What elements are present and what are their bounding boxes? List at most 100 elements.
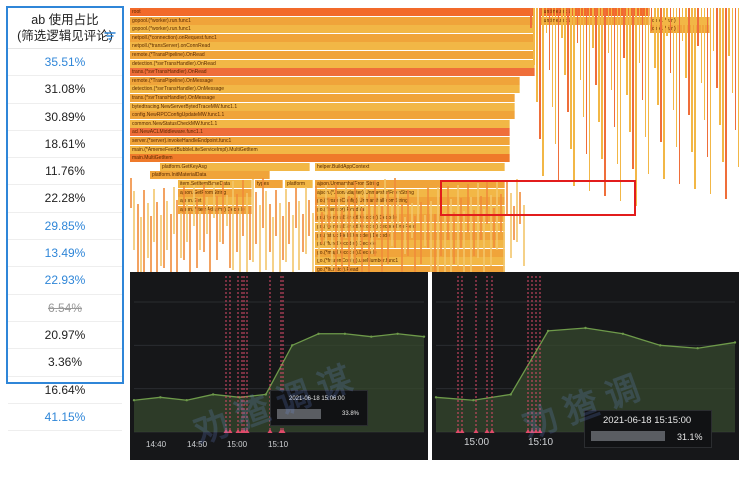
flame-spike xyxy=(387,192,390,264)
annotation-marker-head xyxy=(227,429,233,433)
flame-spike xyxy=(716,8,718,88)
flame-spike xyxy=(731,8,733,93)
table-row: 22.93% xyxy=(8,267,122,295)
flame-frame[interactable]: detection.(*svrTransHandler).OnMessage xyxy=(130,85,520,94)
flame-spike xyxy=(265,191,268,270)
metrics-chart-left: 14:40 14:50 15:00 15:10 2021-06-18 15:06… xyxy=(130,272,428,460)
flame-spike xyxy=(479,196,482,240)
flame-frame[interactable]: server.(*server).invokeHandleEndpoint.fu… xyxy=(130,137,510,145)
flame-spike xyxy=(275,190,278,236)
flame-spike xyxy=(285,189,288,262)
data-point xyxy=(546,329,550,333)
table-row: 20.97% xyxy=(8,322,122,350)
flame-spike xyxy=(466,184,469,232)
flame-frame[interactable]: netpoll.(*transServer).onConnRead xyxy=(130,42,535,51)
flame-spike xyxy=(196,198,198,268)
flame-spike xyxy=(202,184,205,252)
flame-spike xyxy=(159,215,162,266)
flame-spike xyxy=(268,204,271,252)
flame-spike xyxy=(192,185,195,226)
flame-frame[interactable]: netpoll.(*connection).onRequest.func1 xyxy=(130,33,535,42)
flame-frame[interactable]: types xyxy=(255,180,283,188)
filter-icon[interactable] xyxy=(104,30,116,42)
flame-spike xyxy=(545,8,547,33)
flame-frame[interactable]: trans.(*svrTransHandler).OnMessage xyxy=(130,94,515,102)
flame-spike xyxy=(334,184,337,272)
flame-spike xyxy=(579,8,582,80)
flame-spike xyxy=(252,179,255,262)
flame-frame[interactable]: gopool.(*worker).run.func1 xyxy=(130,25,535,34)
flame-frame[interactable]: go.(*frozenConfig).useNumber.func1 xyxy=(315,257,505,266)
flame-spike xyxy=(530,8,532,28)
flame-frame[interactable]: detection.(*svrTransHandler).OnRead xyxy=(130,59,535,68)
flame-spike xyxy=(660,8,662,142)
data-point xyxy=(132,399,136,402)
series-area xyxy=(436,328,735,432)
flame-frame[interactable]: runtime.mcall xyxy=(540,16,650,25)
flame-spike xyxy=(314,186,317,220)
flame-frame[interactable]: main.(*AmemeFeedBubbleLiteServiceImpl).M… xyxy=(130,145,510,154)
flame-spike xyxy=(133,191,136,250)
flame-frame[interactable]: platform.InitMaterialData xyxy=(150,171,270,180)
ab-usage-table: ab 使用占比 (筛选逻辑见评论) 35.51% 31.08% 30.89% 18.6… xyxy=(6,6,124,432)
flame-frame[interactable]: gopool.(*worker).run.func1 xyxy=(130,16,535,25)
flame-spike xyxy=(410,203,413,238)
flame-frame[interactable]: runtime.mcall xyxy=(540,8,650,16)
x-tick: 14:50 xyxy=(187,440,208,449)
flame-frame[interactable]: acl.NewACLMiddleware.func1.1 xyxy=(130,128,510,137)
flame-spike xyxy=(728,8,730,56)
flame-frame[interactable]: common.NewStatusCheckMW.func1.1 xyxy=(130,119,510,128)
flame-spike xyxy=(644,8,647,137)
flame-frame[interactable]: platform xyxy=(285,180,313,188)
flame-spike xyxy=(380,206,383,272)
x-tick: 15:00 xyxy=(464,437,490,448)
x-tick: 15:00 xyxy=(227,440,248,449)
flame-spike xyxy=(166,201,169,250)
flame-spike xyxy=(657,8,659,105)
flame-spike xyxy=(486,182,489,224)
flame-spike xyxy=(403,217,406,254)
flame-spike xyxy=(278,203,281,272)
flame-spike xyxy=(570,8,572,149)
flame-spike xyxy=(446,186,449,240)
data-point xyxy=(238,396,241,399)
flame-frame[interactable]: root xyxy=(130,8,535,16)
flame-spike xyxy=(681,8,684,41)
flame-spike xyxy=(499,194,502,232)
flame-frame[interactable]: ajson.(*ItemAdapter).Decode xyxy=(178,205,252,214)
flame-spike xyxy=(433,214,436,272)
flame-frame[interactable]: bytedtracing.NewServerBytedTraceMW.func1… xyxy=(130,102,515,111)
flame-spike xyxy=(337,197,340,254)
flame-spike xyxy=(533,8,535,65)
data-point xyxy=(290,344,294,347)
flame-spike xyxy=(238,207,241,272)
flame-frame[interactable]: go.(*frozenConfig).UnmarshalFromString xyxy=(315,197,505,206)
flame-frame[interactable]: ajson.Get xyxy=(178,197,252,206)
flame-frame[interactable]: ajson.UnmarshalFromString xyxy=(315,180,505,188)
flame-spike xyxy=(235,194,238,252)
flame-frame[interactable]: remote.(*TransPipeline).OnRead xyxy=(130,51,535,59)
blurred-series-name xyxy=(277,409,321,419)
flame-frame[interactable]: main.MultiGetItem xyxy=(130,154,510,163)
flame-spike xyxy=(146,203,149,258)
flame-frame[interactable]: remote.(*TransPipeline).OnMessage xyxy=(130,76,520,85)
flame-spike xyxy=(304,187,307,254)
flame-spike xyxy=(430,201,433,272)
flame-frame[interactable]: trans.(*svrTransHandler).OnRead xyxy=(130,68,535,77)
chart-left-canvas xyxy=(132,276,426,433)
flame-frame[interactable]: helper.BuildAppContext xyxy=(315,162,505,171)
flame-spike xyxy=(153,189,156,242)
flame-spike xyxy=(321,212,324,244)
flame-frame[interactable]: platform.GetKeyAsg xyxy=(160,162,310,171)
table-row: 31.08% xyxy=(8,76,122,104)
flame-spike xyxy=(635,8,637,206)
flame-spike xyxy=(456,185,459,266)
flame-spike xyxy=(641,8,644,100)
flame-frame[interactable]: config.NewRPCConfigUpdateMW.func1.1 xyxy=(130,111,515,120)
flame-spike xyxy=(436,187,439,272)
flame-spike xyxy=(722,8,724,162)
flame-spike xyxy=(512,206,515,240)
annotation-marker-head xyxy=(267,429,273,433)
flame-spike xyxy=(669,8,671,73)
flame-frame[interactable]: item.SetItemBaseData xyxy=(178,180,252,188)
